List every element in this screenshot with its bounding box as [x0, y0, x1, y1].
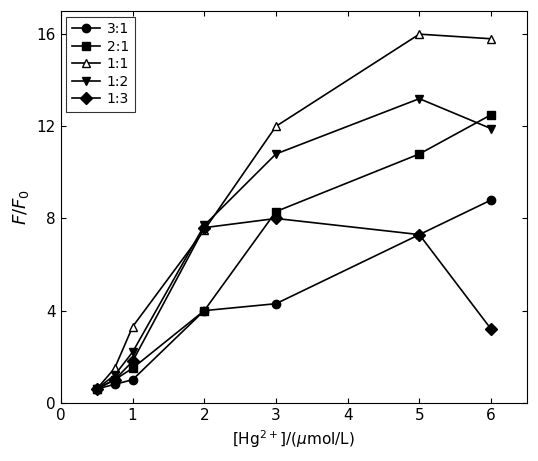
2:1 — [488, 112, 494, 118]
3:1 — [273, 301, 279, 307]
1:2 — [201, 223, 208, 228]
1:2 — [129, 349, 136, 355]
3:1 — [111, 382, 118, 387]
3:1 — [129, 377, 136, 383]
1:3 — [129, 359, 136, 364]
Line: 3:1: 3:1 — [93, 196, 495, 393]
2:1 — [273, 209, 279, 214]
1:1 — [416, 31, 422, 37]
1:2 — [488, 126, 494, 131]
1:2 — [273, 151, 279, 157]
Y-axis label: $F/F_0$: $F/F_0$ — [11, 189, 31, 225]
1:1 — [129, 324, 136, 330]
1:2 — [94, 386, 100, 392]
1:3 — [111, 377, 118, 383]
1:3 — [94, 386, 100, 392]
2:1 — [416, 151, 422, 157]
2:1 — [111, 377, 118, 383]
1:1 — [94, 386, 100, 392]
1:2 — [111, 372, 118, 378]
Line: 1:1: 1:1 — [93, 30, 495, 393]
Line: 1:3: 1:3 — [93, 214, 495, 393]
1:1 — [111, 366, 118, 371]
1:2 — [416, 96, 422, 101]
2:1 — [129, 366, 136, 371]
1:1 — [201, 227, 208, 233]
1:1 — [273, 124, 279, 129]
1:1 — [488, 36, 494, 41]
X-axis label: $[\mathrm{Hg}^{2+}]$$/(\mu\mathrm{mol/L})$: $[\mathrm{Hg}^{2+}]$$/(\mu\mathrm{mol/L}… — [232, 428, 356, 450]
2:1 — [201, 308, 208, 313]
3:1 — [201, 308, 208, 313]
Legend: 3:1, 2:1, 1:1, 1:2, 1:3: 3:1, 2:1, 1:1, 1:2, 1:3 — [67, 17, 134, 112]
1:3 — [273, 216, 279, 221]
1:3 — [201, 225, 208, 230]
1:3 — [416, 232, 422, 237]
1:3 — [488, 326, 494, 332]
3:1 — [488, 197, 494, 203]
3:1 — [94, 386, 100, 392]
3:1 — [416, 232, 422, 237]
Line: 2:1: 2:1 — [93, 111, 495, 393]
Line: 1:2: 1:2 — [93, 95, 495, 393]
2:1 — [94, 386, 100, 392]
